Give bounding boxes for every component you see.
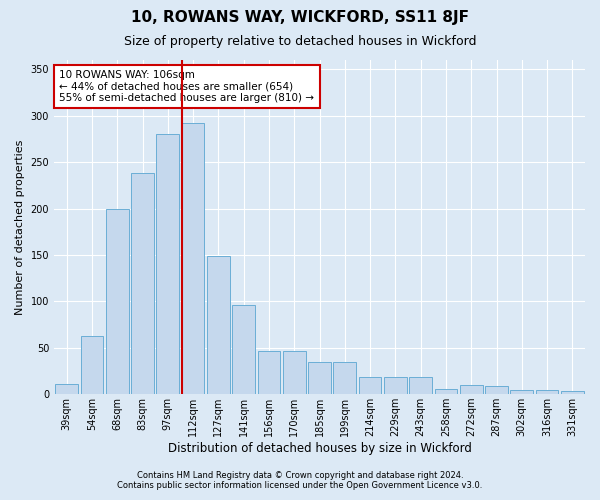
X-axis label: Distribution of detached houses by size in Wickford: Distribution of detached houses by size … bbox=[167, 442, 472, 455]
Bar bbox=[334, 362, 356, 394]
Bar bbox=[460, 385, 482, 394]
Bar bbox=[106, 208, 128, 394]
Bar bbox=[485, 386, 508, 394]
Bar bbox=[409, 376, 432, 394]
Bar bbox=[80, 336, 103, 394]
Text: Contains HM Land Registry data © Crown copyright and database right 2024.
Contai: Contains HM Land Registry data © Crown c… bbox=[118, 470, 482, 490]
Bar bbox=[157, 134, 179, 394]
Text: Size of property relative to detached houses in Wickford: Size of property relative to detached ho… bbox=[124, 35, 476, 48]
Bar bbox=[434, 388, 457, 394]
Bar bbox=[283, 352, 305, 394]
Text: 10, ROWANS WAY, WICKFORD, SS11 8JF: 10, ROWANS WAY, WICKFORD, SS11 8JF bbox=[131, 10, 469, 25]
Bar bbox=[182, 123, 205, 394]
Bar bbox=[308, 362, 331, 394]
Bar bbox=[207, 256, 230, 394]
Bar bbox=[55, 384, 78, 394]
Text: 10 ROWANS WAY: 106sqm
← 44% of detached houses are smaller (654)
55% of semi-det: 10 ROWANS WAY: 106sqm ← 44% of detached … bbox=[59, 70, 314, 103]
Bar bbox=[561, 392, 584, 394]
Bar bbox=[232, 305, 255, 394]
Bar bbox=[257, 352, 280, 394]
Bar bbox=[536, 390, 559, 394]
Bar bbox=[131, 173, 154, 394]
Y-axis label: Number of detached properties: Number of detached properties bbox=[15, 140, 25, 315]
Bar bbox=[511, 390, 533, 394]
Bar bbox=[359, 376, 382, 394]
Bar bbox=[384, 376, 407, 394]
